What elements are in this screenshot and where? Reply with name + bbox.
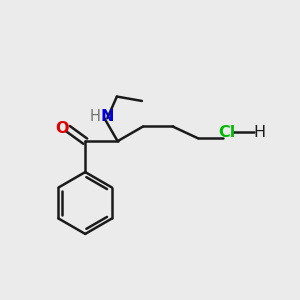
Text: H: H (90, 109, 101, 124)
Text: O: O (55, 121, 69, 136)
Text: Cl: Cl (218, 125, 235, 140)
Text: N: N (100, 109, 114, 124)
Text: H: H (253, 125, 265, 140)
